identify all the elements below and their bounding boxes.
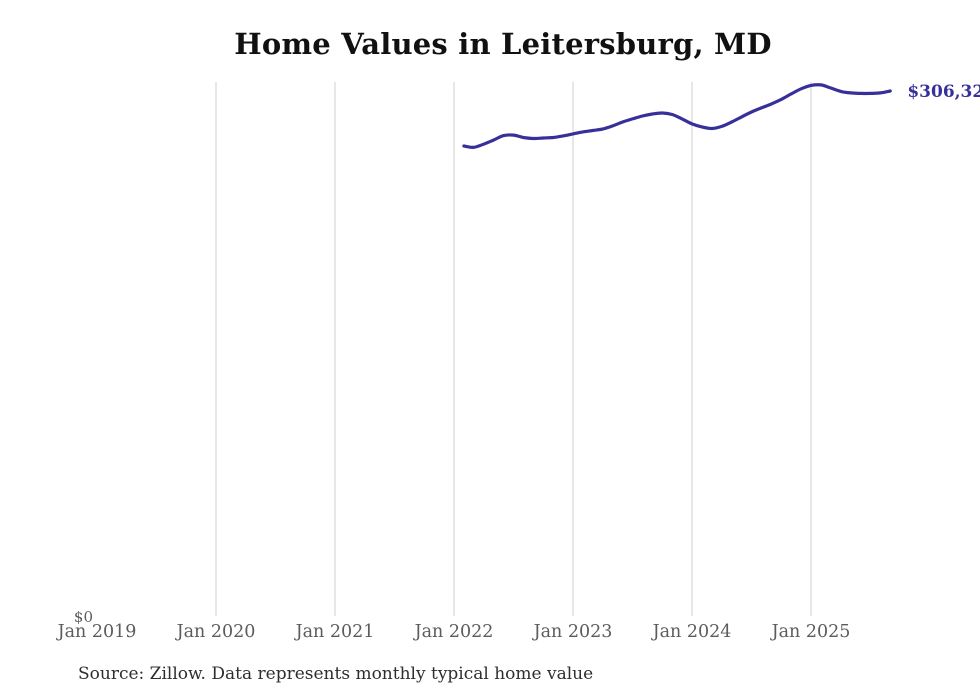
x-axis-label: Jan 2022 (414, 622, 494, 642)
x-axis-label: Jan 2020 (176, 622, 256, 642)
x-axis-label: Jan 2024 (652, 622, 732, 642)
chart-title: Home Values in Leitersburg, MD (234, 27, 772, 61)
x-axis-label: Jan 2023 (533, 622, 613, 642)
x-axis-label: Jan 2021 (295, 622, 375, 642)
x-axis-label: Jan 2019 (57, 622, 137, 642)
y-axis-zero-label: $0 (73, 608, 93, 626)
home-value-line (462, 83, 892, 149)
x-axis-label: Jan 2025 (771, 622, 851, 642)
source-note: Source: Zillow. Data represents monthly … (78, 664, 594, 684)
latest-value-label: $306,325 (907, 82, 980, 102)
